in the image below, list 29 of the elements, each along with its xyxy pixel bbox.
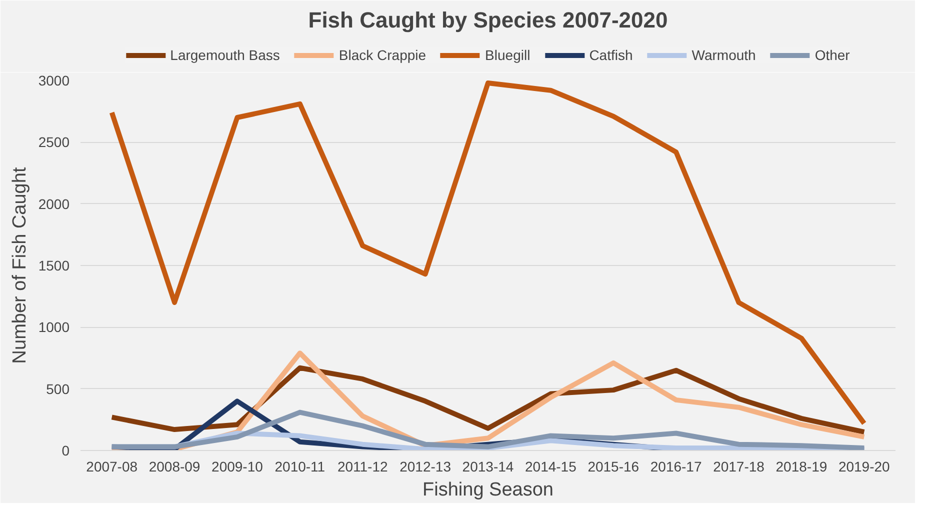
legend-label: Other: [814, 46, 850, 62]
chart-title: Fish Caught by Species 2007-2020: [308, 8, 668, 32]
x-tick-label: 2009-10: [212, 458, 264, 474]
y-tick-label: 2000: [38, 196, 70, 212]
legend-label: Largemouth Bass: [170, 46, 280, 62]
x-tick-label: 2013-14: [462, 458, 514, 474]
y-tick-label: 2500: [38, 134, 70, 150]
x-tick-label: 2010-11: [274, 458, 326, 474]
x-tick-label: 2017-18: [713, 458, 765, 474]
x-tick-label: 2015-16: [588, 458, 640, 474]
x-tick-label: 2012-13: [400, 458, 452, 474]
y-tick-label: 3000: [38, 72, 70, 88]
legend-label: Bluegill: [485, 46, 530, 62]
x-tick-label: 2016-17: [650, 458, 702, 474]
legend-label: Warmouth: [692, 46, 756, 62]
y-tick-label: 1500: [38, 258, 70, 274]
x-tick-label: 2011-12: [337, 458, 388, 474]
y-tick-label: 0: [62, 442, 70, 458]
x-tick-label: 2007-08: [86, 458, 138, 474]
x-tick-label: 2008-09: [148, 458, 200, 474]
legend-label: Black Crappie: [338, 46, 426, 62]
x-tick-label: 2019-20: [838, 458, 890, 474]
x-tick-label: 2014-15: [525, 458, 577, 474]
y-axis-title: Number of Fish Caught: [9, 166, 30, 364]
legend-label: Catfish: [589, 46, 633, 62]
x-tick-label: 2018-19: [776, 458, 828, 474]
y-tick-label: 500: [46, 380, 70, 397]
y-tick-label: 1000: [38, 319, 70, 336]
x-axis-title: Fishing Season: [422, 480, 554, 500]
